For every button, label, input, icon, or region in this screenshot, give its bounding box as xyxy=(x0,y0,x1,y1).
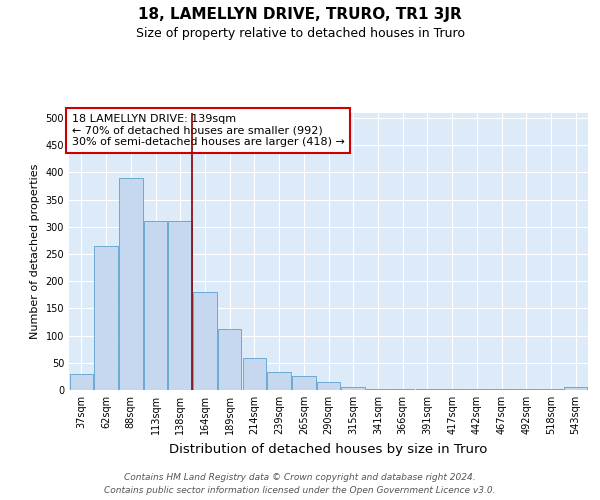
Bar xyxy=(440,389,464,390)
Bar xyxy=(218,328,241,390)
Text: 18 LAMELLYN DRIVE: 139sqm
← 70% of detached houses are smaller (992)
30% of semi: 18 LAMELLYN DRIVE: 139sqm ← 70% of detac… xyxy=(71,114,344,147)
Bar xyxy=(341,386,365,390)
Bar xyxy=(514,389,538,390)
Bar xyxy=(564,388,587,390)
X-axis label: Distribution of detached houses by size in Truro: Distribution of detached houses by size … xyxy=(169,442,488,456)
Bar xyxy=(292,376,316,390)
Bar xyxy=(242,358,266,390)
Bar xyxy=(539,389,563,390)
Bar xyxy=(366,389,389,390)
Bar xyxy=(416,389,439,390)
Bar xyxy=(268,372,291,390)
Bar xyxy=(317,382,340,390)
Text: Contains HM Land Registry data © Crown copyright and database right 2024.
Contai: Contains HM Land Registry data © Crown c… xyxy=(104,473,496,495)
Bar xyxy=(490,389,513,390)
Bar xyxy=(119,178,143,390)
Bar xyxy=(94,246,118,390)
Text: 18, LAMELLYN DRIVE, TRURO, TR1 3JR: 18, LAMELLYN DRIVE, TRURO, TR1 3JR xyxy=(138,8,462,22)
Bar xyxy=(193,292,217,390)
Bar xyxy=(169,222,192,390)
Bar xyxy=(391,389,415,390)
Bar xyxy=(465,389,488,390)
Bar xyxy=(70,374,93,390)
Bar xyxy=(144,222,167,390)
Y-axis label: Number of detached properties: Number of detached properties xyxy=(30,164,40,339)
Text: Size of property relative to detached houses in Truro: Size of property relative to detached ho… xyxy=(136,28,464,40)
